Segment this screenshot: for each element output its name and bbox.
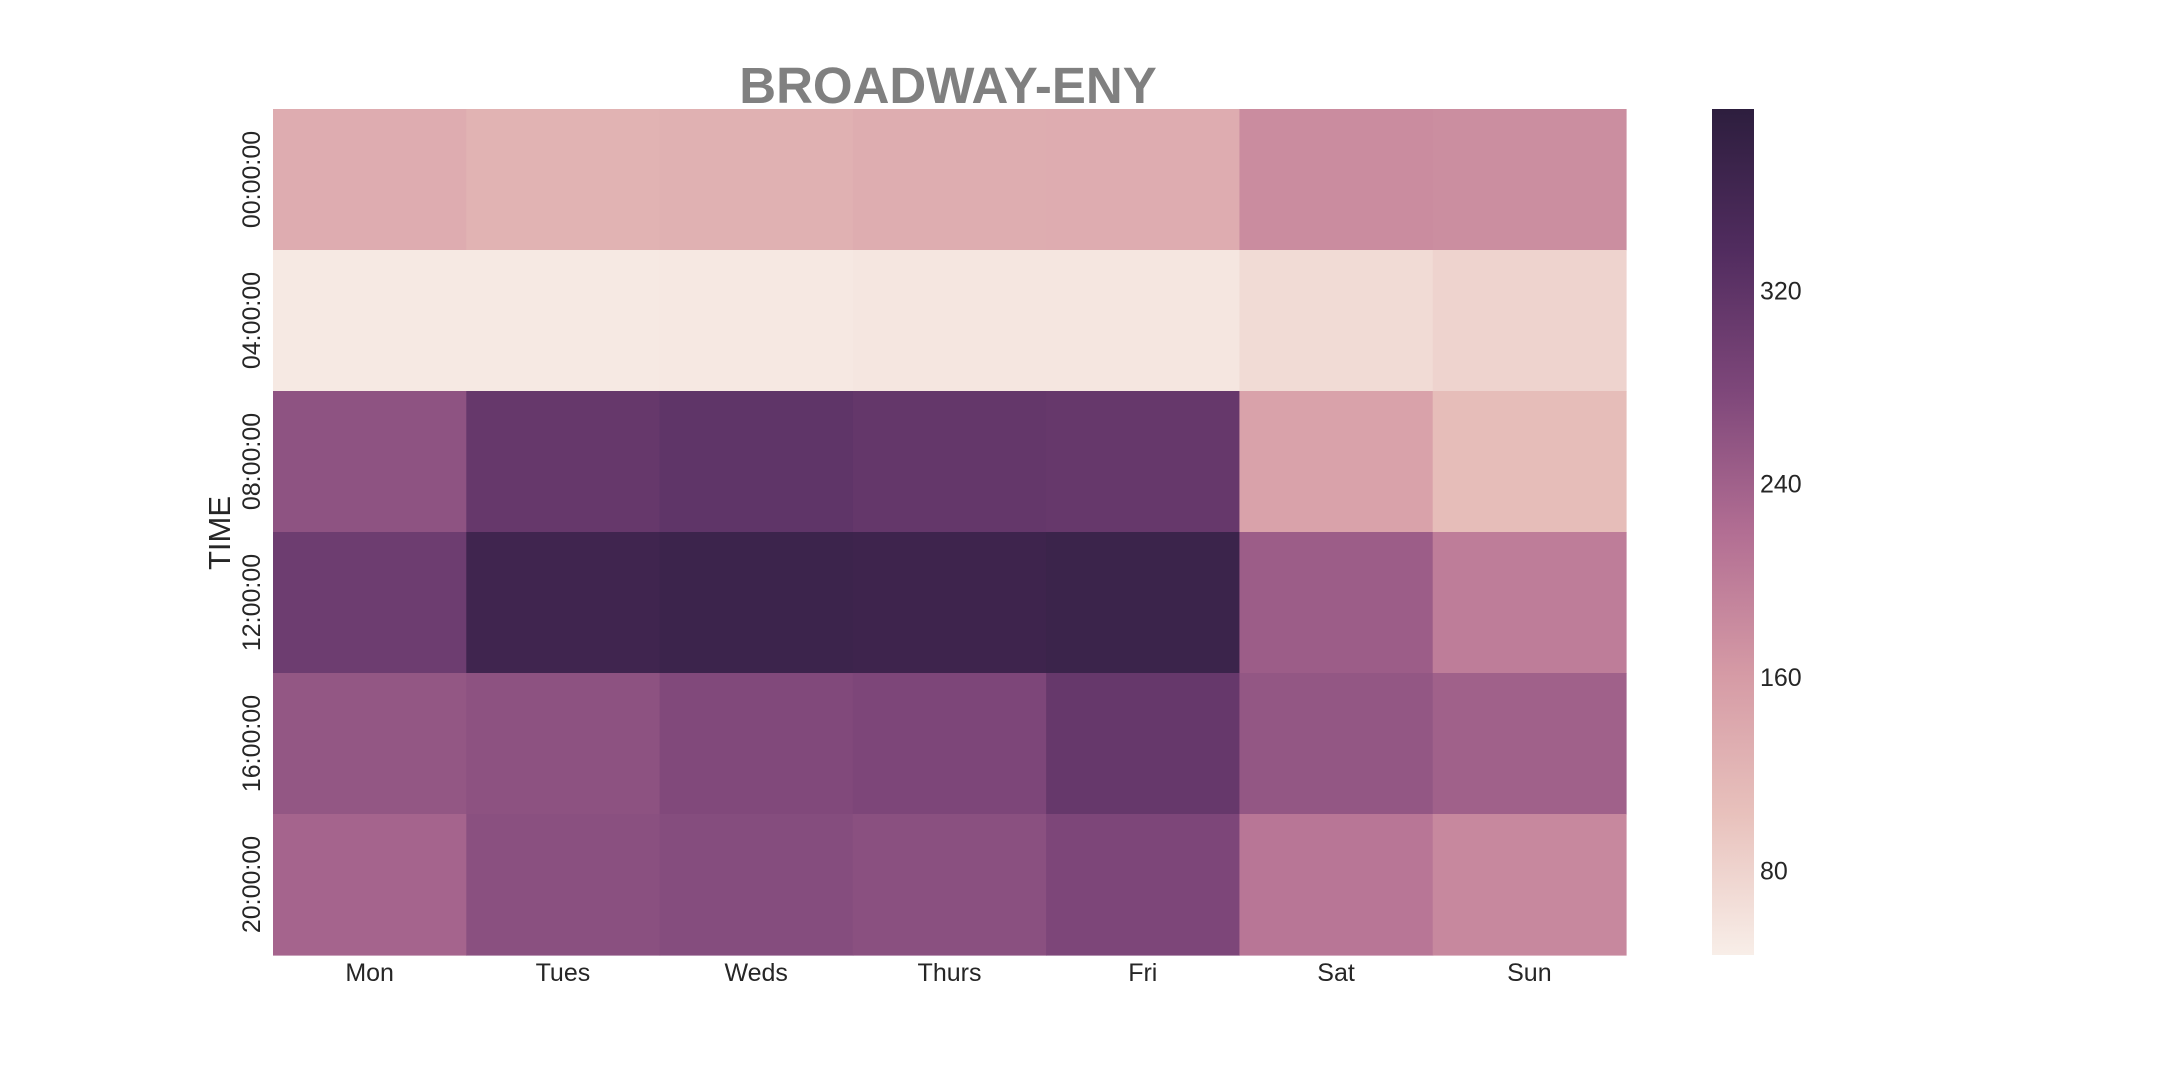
colorbar-tick-label: 80 xyxy=(1760,857,1788,885)
heatmap-cell xyxy=(1046,532,1241,674)
heatmap-cell xyxy=(466,814,661,956)
heatmap-cell xyxy=(466,391,661,533)
heatmap-cell xyxy=(852,250,1047,392)
y-tick-label: 00:00:00 xyxy=(238,131,266,228)
x-tick-label: Thurs xyxy=(918,959,982,987)
x-tick-label: Tues xyxy=(536,959,591,987)
colorbar-tick-labels: 80 160 240 320 xyxy=(1760,277,1802,885)
heatmap-cell xyxy=(1239,250,1434,392)
heatmap-cell xyxy=(1432,250,1627,392)
x-tick-label: Fri xyxy=(1128,959,1157,987)
x-tick-label: Sun xyxy=(1507,959,1551,987)
x-tick-label: Mon xyxy=(345,959,394,987)
heatmap-cell xyxy=(659,109,854,251)
colorbar-tick-label: 320 xyxy=(1760,277,1802,305)
heatmap-cell xyxy=(273,814,467,956)
heatmap-cell xyxy=(1432,673,1627,815)
heatmap-cell xyxy=(852,814,1047,956)
heatmap-cell xyxy=(273,532,467,674)
y-tick-label: 08:00:00 xyxy=(238,413,266,510)
heatmap-cell xyxy=(273,673,467,815)
heatmap-cell xyxy=(1239,814,1434,956)
x-tick-label: Sat xyxy=(1317,959,1355,987)
y-axis-label: TIME xyxy=(202,496,237,570)
heatmap-cell xyxy=(1239,532,1434,674)
y-tick-label: 12:00:00 xyxy=(238,554,266,651)
heatmap-cell xyxy=(1239,391,1434,533)
heatmap-cell xyxy=(852,532,1047,674)
heatmap-cell xyxy=(659,391,854,533)
heatmap-cell xyxy=(659,814,854,956)
y-tick-labels: 00:00:00 04:00:00 08:00:00 12:00:00 16:00:00… xyxy=(238,131,266,933)
heatmap-cell xyxy=(1432,532,1627,674)
y-tick-label: 20:00:00 xyxy=(238,836,266,933)
colorbar-tick-label: 240 xyxy=(1760,471,1802,499)
heatmap-cell xyxy=(466,532,661,674)
heatmap-cell xyxy=(659,250,854,392)
heatmap-cell xyxy=(659,532,854,674)
heatmap-cell xyxy=(852,673,1047,815)
heatmap-cell xyxy=(273,109,467,251)
x-tick-labels: Mon Tues Weds Thurs Fri Sat Sun xyxy=(345,959,1551,987)
heatmap-cell xyxy=(1432,109,1627,251)
x-tick-label: Weds xyxy=(724,959,787,987)
heatmap-cell xyxy=(1046,391,1241,533)
heatmap-cell xyxy=(466,109,661,251)
y-tick-label: 16:00:00 xyxy=(238,695,266,792)
y-tick-label: 04:00:00 xyxy=(238,272,266,369)
chart-title: BROADWAY-ENY xyxy=(739,57,1157,114)
heatmap-cell xyxy=(659,673,854,815)
heatmap-cell xyxy=(466,250,661,392)
heatmap-cell xyxy=(852,109,1047,251)
heatmap-cell xyxy=(1239,673,1434,815)
heatmap-cell xyxy=(1432,814,1627,956)
heatmap-cell xyxy=(1046,109,1241,251)
colorbar-tick-label: 160 xyxy=(1760,664,1802,692)
heatmap-cell xyxy=(273,391,467,533)
heatmap-cell xyxy=(273,250,467,392)
colorbar xyxy=(1712,109,1754,955)
heatmap-cell xyxy=(1432,391,1627,533)
heatmap-cell xyxy=(1046,814,1241,956)
heatmap-cell xyxy=(466,673,661,815)
heatmap-cell xyxy=(1046,250,1241,392)
heatmap-cell xyxy=(1239,109,1434,251)
heatmap-cell xyxy=(852,391,1047,533)
heatmap-cells xyxy=(273,109,1627,956)
heatmap-cell xyxy=(1046,673,1241,815)
